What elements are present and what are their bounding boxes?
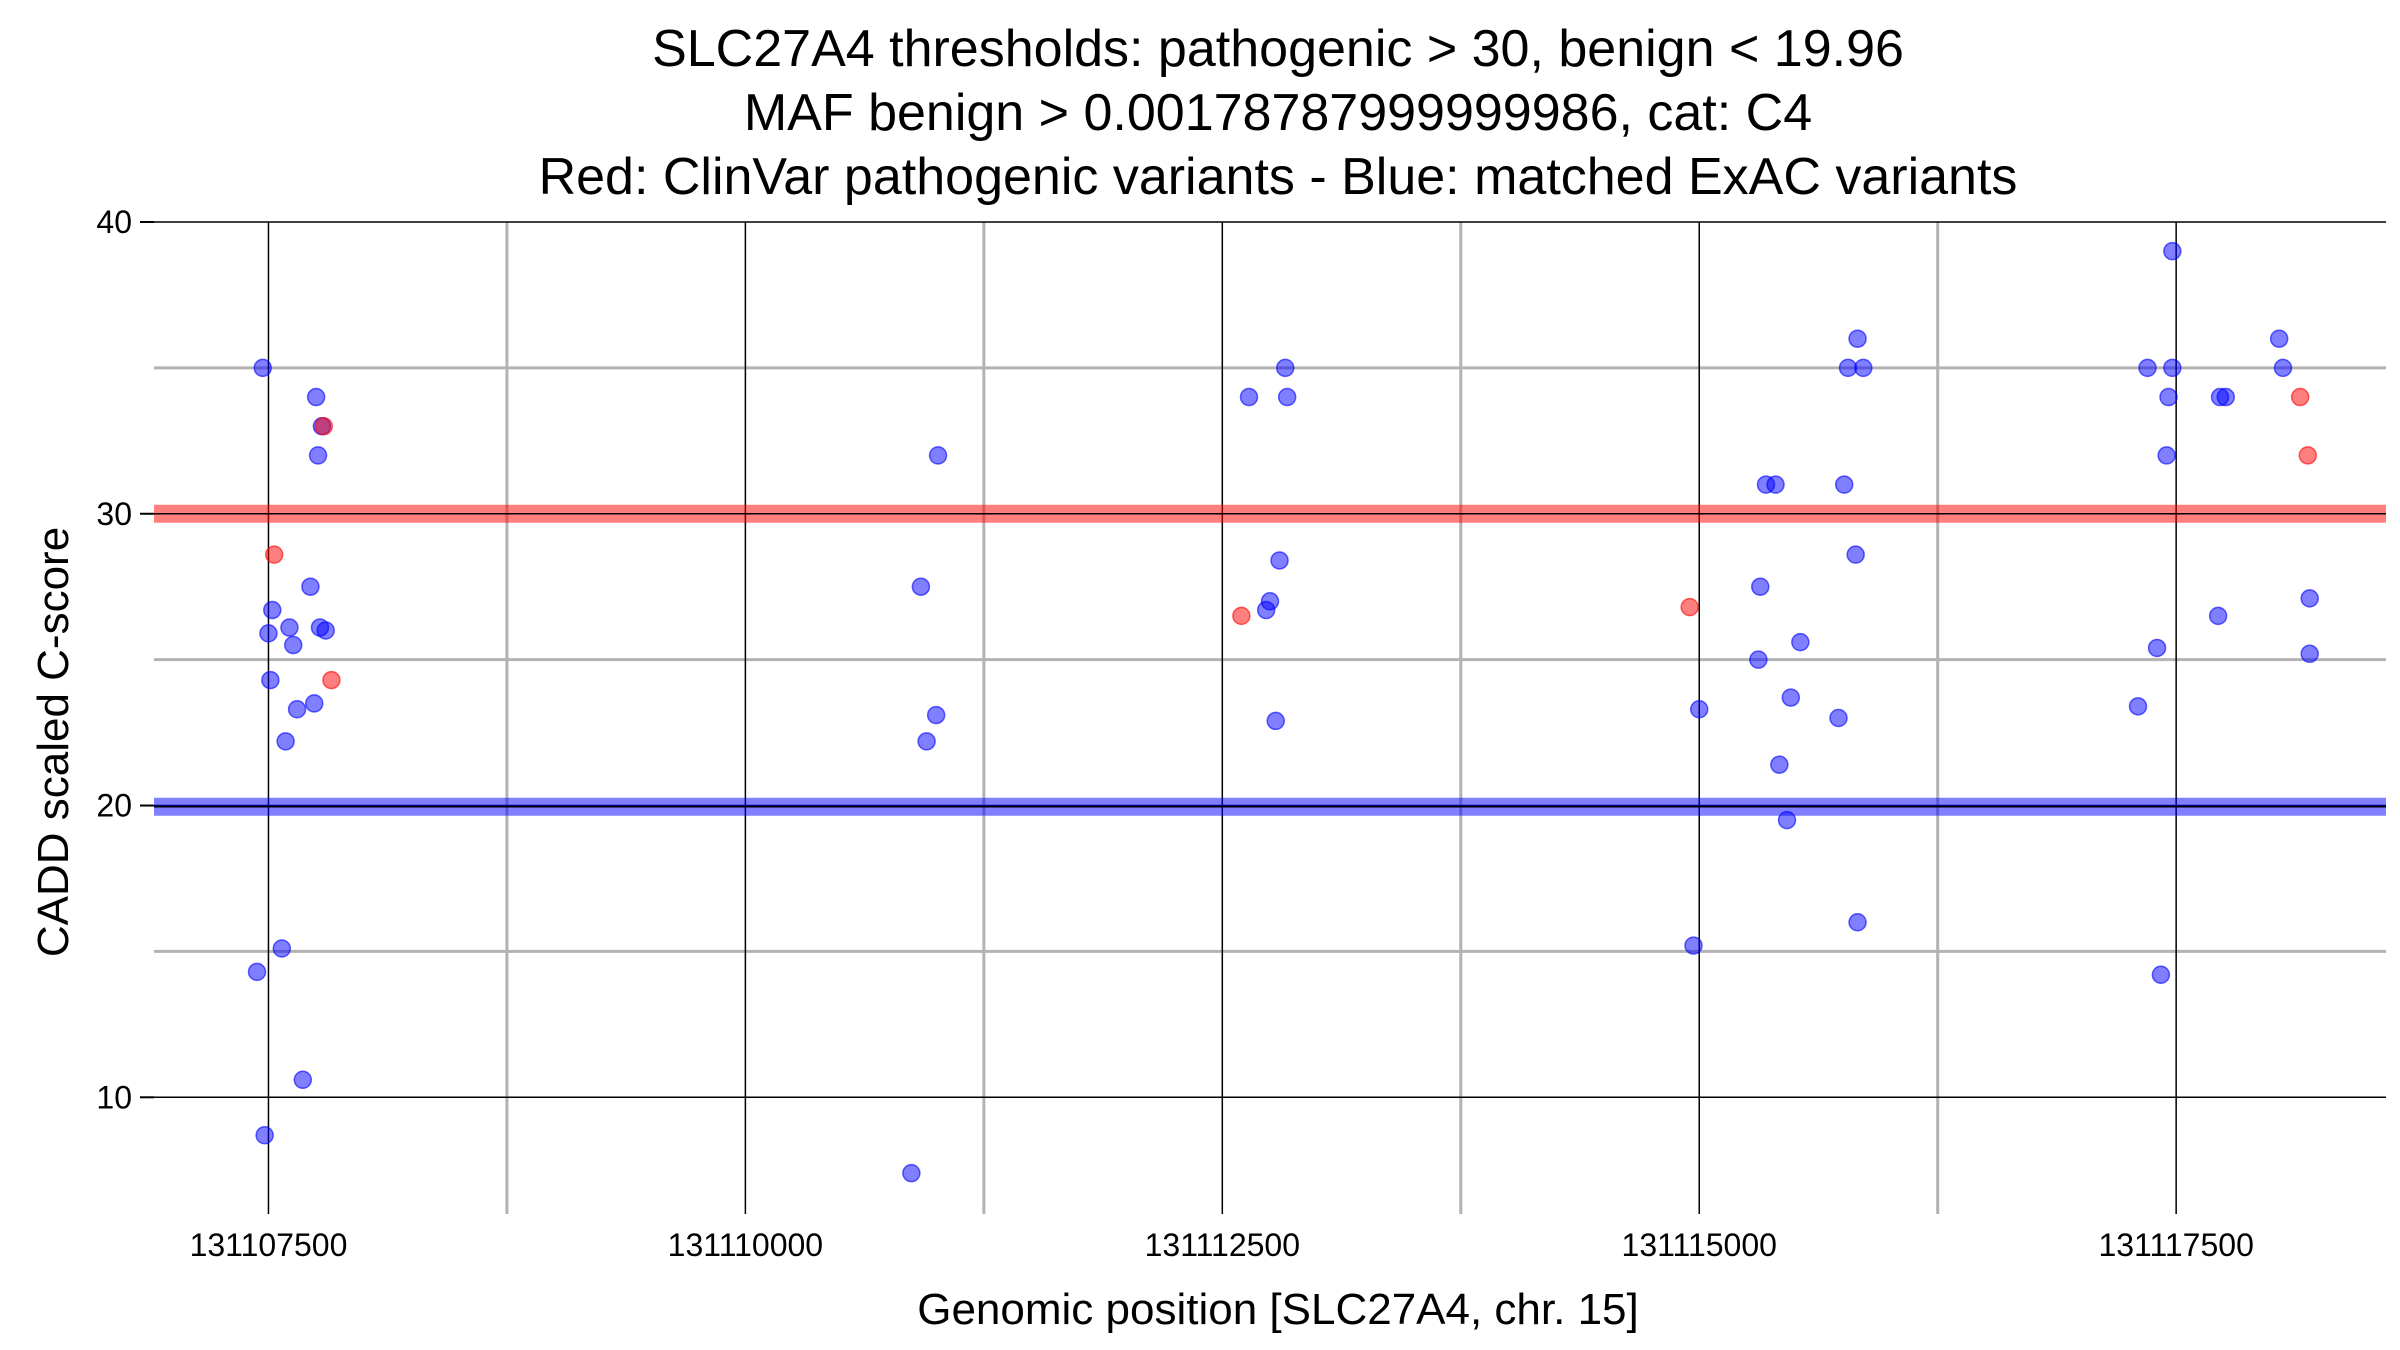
data-point-s0-47: [1854, 358, 1873, 378]
data-point-s0-32: [1689, 699, 1709, 719]
data-point-s1-5: [2290, 387, 2310, 407]
x-tick-label-1: 131110000: [668, 1227, 823, 1263]
data-point-s0-8: [280, 618, 299, 637]
chart-title: SLC27A4 thresholds: pathogenic > 30, ben…: [539, 20, 2018, 206]
data-point-s0-51: [2151, 965, 2171, 985]
y-tick-label-2: 30: [96, 496, 132, 532]
data-point-s0-21: [917, 732, 936, 751]
data-point-s1-0: [264, 545, 284, 564]
x-tick-label-3: 131115000: [1622, 1227, 1777, 1263]
data-point-s1-4: [1680, 597, 1699, 617]
data-point-s0-61: [2300, 644, 2319, 664]
axes: 10 20 30 40 131107500 131110000 131112500 13111…: [96, 204, 2253, 1263]
data-point-s0-39: [1781, 688, 1801, 707]
data-point-s0-19: [902, 1163, 921, 1183]
threshold-lines: [154, 504, 2386, 816]
data-point-s0-29: [1276, 358, 1295, 378]
data-point-s0-42: [1834, 475, 1854, 494]
data-point-s0-27: [1266, 711, 1285, 731]
x-tick-label-4: 131117500: [2098, 1227, 2253, 1263]
data-point-s0-49: [2138, 358, 2157, 378]
y-tick-label-3: 40: [96, 204, 132, 240]
data-point-s0-9: [284, 635, 303, 655]
data-point-s0-13: [306, 387, 326, 407]
data-point-s0-1: [247, 962, 267, 982]
data-point-s0-20: [911, 577, 931, 596]
data-point-s0-58: [2216, 387, 2236, 407]
data-point-s0-0: [253, 358, 272, 378]
data-point-s0-2: [255, 1125, 274, 1145]
data-point-s0-22: [926, 705, 946, 725]
data-point-s0-38: [1777, 810, 1797, 830]
data-point-s0-7: [276, 732, 295, 751]
data-point-s0-41: [1829, 708, 1848, 728]
data-point-s0-59: [2269, 329, 2289, 348]
data-point-s0-56: [2208, 606, 2228, 626]
data-point-s0-15: [308, 446, 328, 465]
data-point-s0-52: [2157, 446, 2176, 465]
data-point-s0-23: [928, 446, 948, 465]
data-point-s0-45: [1848, 912, 1867, 932]
data-point-s0-17: [316, 621, 335, 640]
data-point-s0-30: [1277, 387, 1297, 407]
x-tick-label-2: 131112500: [1145, 1227, 1300, 1263]
data-point-s0-43: [1838, 358, 1858, 378]
data-point-s1-6: [2298, 446, 2318, 465]
x-axis-title: Genomic position [SLC27A4, chr. 15]: [917, 1285, 1639, 1334]
data-point-s1-3: [1232, 606, 1251, 626]
data-point-s0-31: [1684, 936, 1703, 955]
data-point-s0-12: [301, 577, 320, 596]
data-point-s0-62: [2300, 589, 2319, 608]
data-points: [247, 241, 2319, 1183]
title-line-3: Red: ClinVar pathogenic variants - Blue:…: [539, 148, 2018, 206]
data-point-s0-5: [261, 670, 280, 690]
data-point-s0-54: [2163, 358, 2182, 378]
data-point-s0-37: [1770, 755, 1789, 774]
title-line-1: SLC27A4 thresholds: pathogenic > 30, ben…: [652, 20, 1904, 78]
data-point-s0-53: [2159, 387, 2178, 407]
data-point-s0-33: [1749, 650, 1768, 669]
data-point-s0-6: [272, 939, 292, 958]
x-tick-label-0: 131107500: [190, 1227, 348, 1263]
y-tick-label-1: 20: [96, 788, 132, 824]
data-point-s0-10: [287, 699, 307, 719]
data-point-s0-24: [1239, 387, 1259, 407]
data-point-s0-46: [1848, 329, 1867, 348]
data-point-s0-3: [259, 624, 278, 643]
data-point-s0-50: [2147, 638, 2167, 658]
data-point-s0-48: [2128, 697, 2148, 716]
data-point-s0-34: [1751, 577, 1770, 596]
data-point-s0-55: [2163, 241, 2182, 261]
data-point-s0-40: [1791, 632, 1810, 652]
data-point-s0-36: [1766, 475, 1785, 494]
data-point-s0-11: [293, 1070, 313, 1090]
y-axis-title: CADD scaled C-score: [29, 527, 78, 957]
data-point-s1-2: [322, 670, 341, 690]
data-point-s0-44: [1846, 545, 1865, 564]
data-point-s0-28: [1270, 551, 1289, 570]
data-point-s0-14: [304, 694, 324, 713]
data-point-s0-4: [263, 600, 282, 620]
data-point-s1-1: [314, 416, 334, 436]
data-point-s0-60: [2273, 358, 2293, 378]
title-line-2: MAF benign > 0.00178787999999986, cat: C…: [744, 84, 1812, 142]
data-point-s0-26: [1260, 592, 1280, 611]
y-tick-label-0: 10: [96, 1079, 132, 1115]
